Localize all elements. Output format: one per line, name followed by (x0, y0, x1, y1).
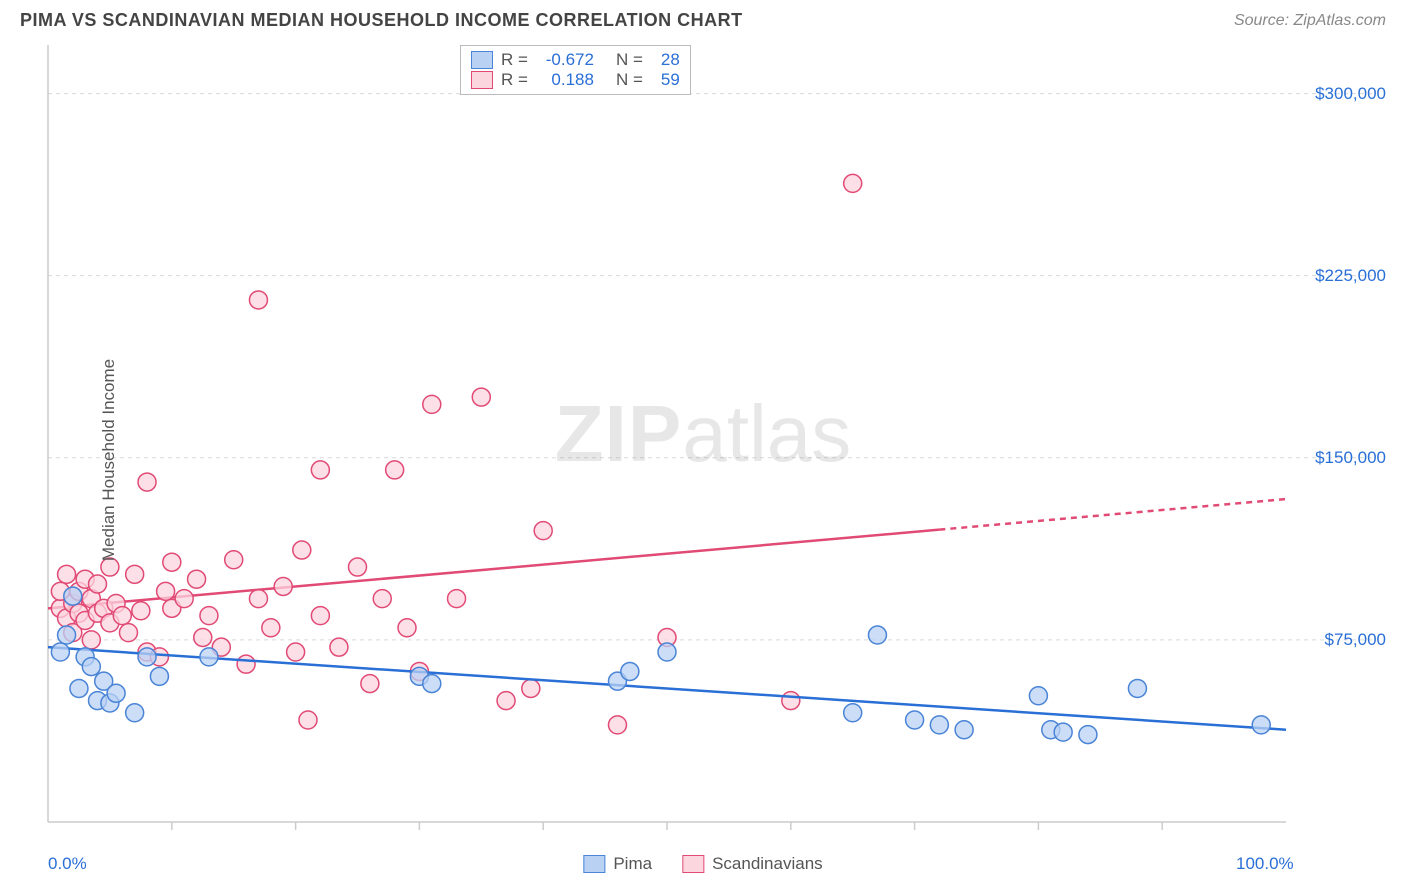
chart-container: Median Household Income ZIPatlas R = -0.… (0, 37, 1406, 882)
pima-legend-label: Pima (613, 854, 652, 874)
pima-swatch-bottom (583, 855, 605, 873)
scandinavians-n-value: 59 (661, 70, 680, 90)
x-tick-label: 100.0% (1236, 854, 1294, 874)
y-tick-label: $150,000 (1315, 448, 1386, 468)
y-tick-label: $300,000 (1315, 84, 1386, 104)
scandinavians-swatch-bottom (682, 855, 704, 873)
chart-title: PIMA VS SCANDINAVIAN MEDIAN HOUSEHOLD IN… (20, 10, 743, 31)
series-legend: Pima Scandinavians (583, 854, 822, 874)
pima-n-value: 28 (661, 50, 680, 70)
correlation-legend: R = -0.672 N = 28 R = 0.188 N = 59 (460, 45, 691, 95)
pima-r-value: -0.672 (536, 50, 594, 70)
pima-swatch (471, 51, 493, 69)
scandinavians-legend-label: Scandinavians (712, 854, 823, 874)
y-tick-label: $225,000 (1315, 266, 1386, 286)
scandinavians-swatch (471, 71, 493, 89)
source-attribution: Source: ZipAtlas.com (1234, 12, 1386, 30)
scandinavians-r-value: 0.188 (536, 70, 594, 90)
y-axis-label: Median Household Income (99, 358, 119, 560)
y-tick-label: $75,000 (1325, 630, 1386, 650)
x-tick-label: 0.0% (48, 854, 87, 874)
scatter-plot (0, 37, 1406, 882)
